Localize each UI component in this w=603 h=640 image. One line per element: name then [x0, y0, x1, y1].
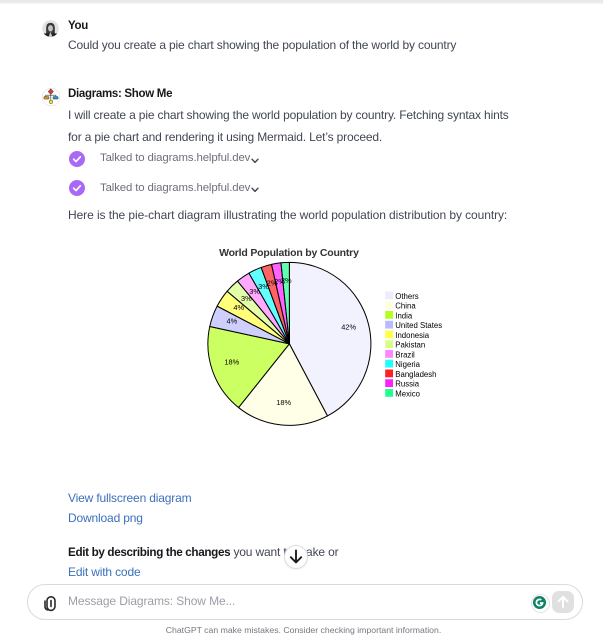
- svg-text:18%: 18%: [276, 398, 291, 407]
- svg-text:Brazil: Brazil: [395, 350, 415, 359]
- svg-text:Nigeria: Nigeria: [395, 360, 420, 369]
- svg-text:United States: United States: [395, 321, 442, 330]
- svg-text:World Population by Country: World Population by Country: [219, 247, 359, 259]
- svg-text:2%: 2%: [281, 276, 292, 285]
- svg-text:4%: 4%: [227, 316, 238, 325]
- svg-text:India: India: [395, 311, 413, 320]
- svg-text:Mexico: Mexico: [395, 389, 420, 398]
- svg-text:3%: 3%: [241, 294, 252, 303]
- svg-text:2%: 2%: [267, 279, 278, 288]
- svg-text:Bangladesh: Bangladesh: [395, 370, 436, 379]
- svg-text:18%: 18%: [224, 358, 239, 367]
- svg-text:3%: 3%: [258, 282, 269, 291]
- svg-text:4%: 4%: [233, 303, 244, 312]
- svg-text:Russia: Russia: [395, 380, 419, 389]
- svg-text:Pakistan: Pakistan: [395, 341, 425, 350]
- svg-text:2%: 2%: [274, 277, 285, 286]
- svg-text:3%: 3%: [249, 287, 260, 296]
- svg-text:China: China: [395, 302, 416, 311]
- svg-text:Indonesia: Indonesia: [395, 331, 429, 340]
- svg-text:42%: 42%: [341, 323, 356, 332]
- svg-text:Others: Others: [395, 292, 418, 301]
